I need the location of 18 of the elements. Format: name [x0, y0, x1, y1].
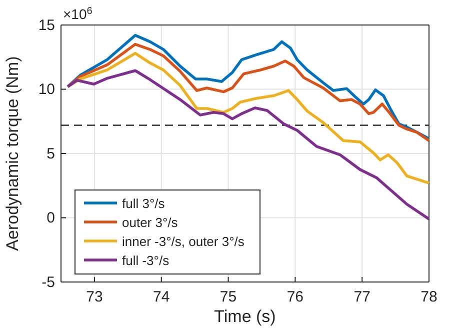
legend-label: outer 3°/s — [122, 215, 178, 230]
x-tick-label: 78 — [420, 288, 438, 306]
legend-label: full 3°/s — [122, 196, 166, 211]
x-tick-label: 76 — [286, 288, 304, 306]
y-tick-label: 5 — [46, 145, 55, 162]
legend-label: inner -3°/s, outer 3°/s — [122, 234, 245, 249]
x-tick-label: 73 — [86, 288, 103, 306]
y-tick-label: 15 — [38, 16, 55, 34]
y-tick-label: -5 — [42, 274, 55, 291]
x-axis-title: Time (s) — [214, 307, 276, 326]
x-tick-label: 77 — [354, 288, 370, 306]
x-tick-label: 74 — [153, 288, 170, 306]
text: ×10$^{6}$ — [63, 6, 93, 22]
y-tick-label: 10 — [38, 81, 55, 98]
x-tick-label: 75 — [220, 288, 237, 306]
y-tick-label: 0 — [46, 210, 55, 227]
y-axis-title: Aerodynamic torque (Nm) — [3, 56, 22, 251]
legend-label: full -3°/s — [122, 253, 170, 268]
